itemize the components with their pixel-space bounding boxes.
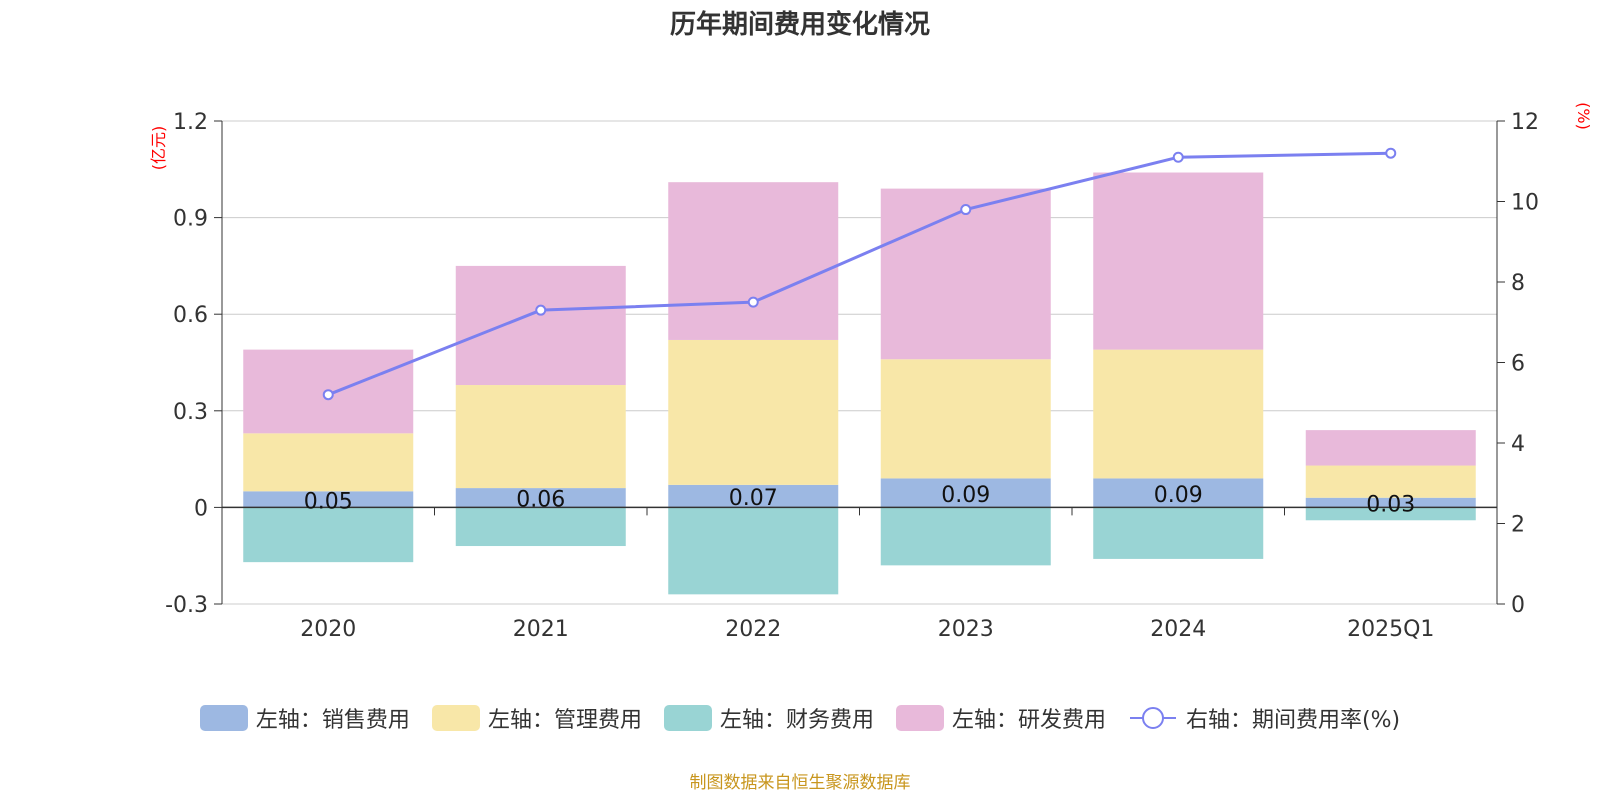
bar-segment [1093, 349, 1264, 479]
legend: 左轴：销售费用 左轴：管理费用 左轴：财务费用 左轴：研发费用 右轴：期间费用率… [0, 702, 1600, 734]
rate-point [747, 296, 759, 308]
bar-segment [1305, 497, 1476, 508]
right-axis-tick-label: 2 [1511, 513, 1525, 538]
bar-segment [1305, 430, 1476, 466]
bar-segment [455, 385, 626, 489]
legend-swatch-admin [431, 705, 480, 731]
bar-segment [880, 359, 1051, 479]
left-axis-tick-label: 1.2 [173, 110, 208, 135]
bar-segment [243, 433, 414, 492]
legend-item-sales[interactable]: 左轴：销售费用 [199, 702, 410, 734]
legend-item-finance[interactable]: 左轴：财务费用 [663, 702, 874, 734]
rate-point [322, 389, 334, 401]
bar-segment [880, 507, 1051, 566]
rate-line [327, 151, 1391, 397]
bar-segment [1305, 507, 1476, 521]
bar-segment [1305, 465, 1476, 498]
data-label: 0.03 [1366, 493, 1415, 518]
x-axis-tick-label: 2022 [725, 617, 781, 642]
legend-label-rd: 左轴：研发费用 [951, 708, 1106, 733]
legend-item-admin[interactable]: 左轴：管理费用 [431, 702, 642, 734]
right-axis-unit-label: (%) [1574, 102, 1593, 130]
bar-segment [668, 339, 839, 485]
bar-segment [243, 507, 414, 563]
legend-swatch-rate [1129, 707, 1176, 729]
bar-segment [668, 182, 839, 340]
bar-segment [243, 491, 414, 508]
left-axis-unit-label: (亿元) [149, 126, 168, 171]
rate-point [1172, 151, 1184, 163]
data-label: 0.09 [1154, 483, 1203, 508]
legend-swatch-rd [895, 705, 944, 731]
right-axis-tick-label: 4 [1511, 432, 1525, 457]
data-label: 0.09 [941, 483, 990, 508]
legend-swatch-finance [663, 705, 712, 731]
right-axis-tick-label: 12 [1511, 110, 1539, 135]
source-note: 制图数据来自恒生聚源数据库 [689, 773, 911, 793]
right-axis-tick-label: 6 [1511, 352, 1525, 377]
legend-item-rate[interactable]: 右轴：期间费用率(%) [1128, 702, 1400, 734]
data-label: 0.06 [516, 488, 565, 513]
rate-point [960, 204, 972, 216]
x-axis-tick-label: 2025Q1 [1347, 617, 1434, 642]
legend-label-rate: 右轴：期间费用率(%) [1185, 708, 1401, 733]
right-axis-tick-label: 10 [1511, 191, 1539, 216]
legend-item-rd[interactable]: 左轴：研发费用 [895, 702, 1106, 734]
left-axis-tick-label: 0.3 [173, 400, 208, 425]
x-axis-tick-label: 2023 [938, 617, 994, 642]
bar-segment [1093, 507, 1264, 559]
data-label: 0.05 [304, 489, 353, 514]
bar-segment [1093, 478, 1264, 508]
left-axis-tick-label: -0.3 [165, 593, 208, 618]
left-axis-tick-label: 0.6 [173, 303, 208, 328]
bar-segment [455, 507, 626, 547]
x-axis-tick-label: 2020 [300, 617, 356, 642]
bar-segment [668, 484, 839, 508]
legend-label-finance: 左轴：财务费用 [719, 708, 874, 733]
bar-segment [455, 488, 626, 508]
bar-segment [880, 188, 1051, 360]
rate-point [1385, 147, 1397, 159]
chart-canvas: -0.3 0 0.3 0.6 0.9 1.2 0 2 4 6 8 10 12 (亿元) (%) 2020 202… [149, 102, 1593, 642]
bar-segment [668, 507, 839, 595]
right-axis-tick-label: 0 [1511, 593, 1525, 618]
legend-label-admin: 左轴：管理费用 [487, 708, 642, 733]
data-label: 0.07 [729, 486, 778, 511]
x-axis-tick-label: 2024 [1150, 617, 1206, 642]
rate-point [535, 304, 547, 316]
x-axis-tick-label: 2021 [513, 617, 569, 642]
left-axis-tick-label: 0.9 [173, 207, 208, 232]
chart-title: 历年期间费用变化情况 [669, 10, 930, 40]
right-axis-tick-label: 8 [1511, 271, 1525, 296]
bar-segment [455, 265, 626, 386]
bar-segment [880, 478, 1051, 508]
legend-swatch-sales [199, 705, 248, 731]
bar-segment [1093, 172, 1264, 350]
legend-label-sales: 左轴：销售费用 [255, 708, 410, 733]
left-axis-tick-label: 0 [194, 496, 208, 521]
